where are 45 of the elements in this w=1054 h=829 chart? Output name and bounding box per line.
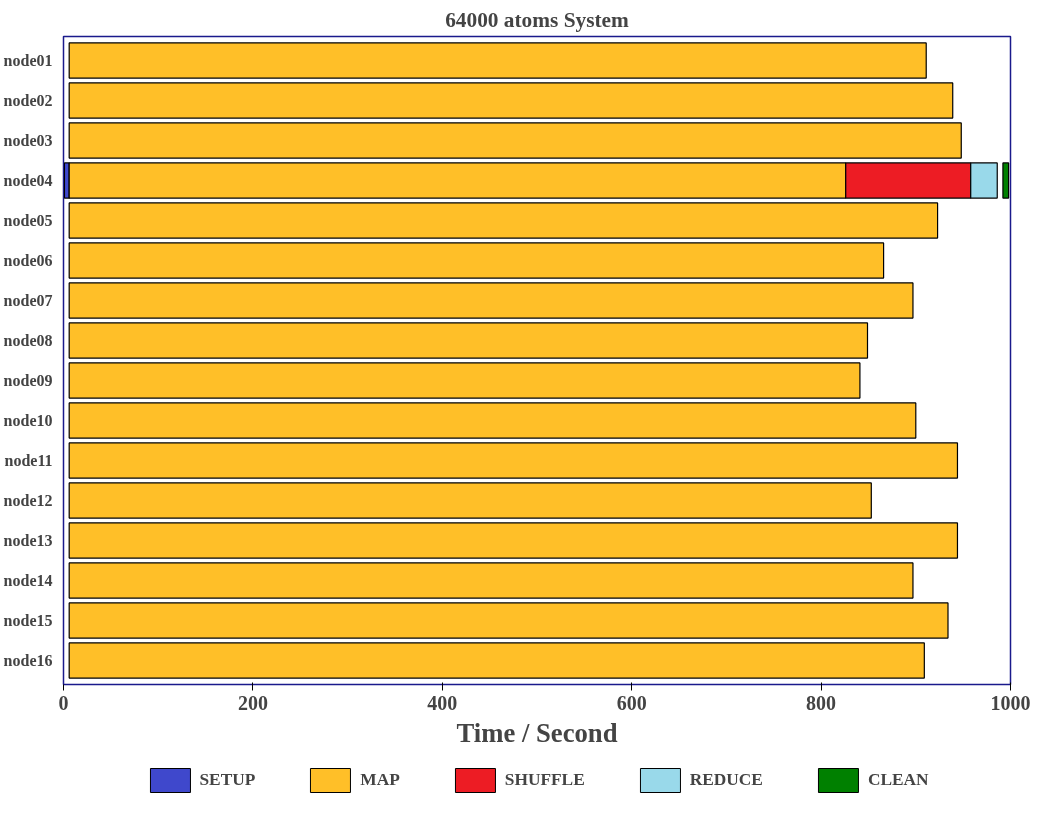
y-tick-label: node05 bbox=[3, 212, 53, 229]
y-tick-label: node13 bbox=[3, 532, 53, 549]
x-tick-label: 200 bbox=[237, 691, 268, 714]
x-tick-label: 0 bbox=[58, 691, 69, 714]
y-tick-label: node08 bbox=[3, 332, 53, 349]
y-tick-label: node02 bbox=[3, 92, 53, 109]
legend-label: CLEAN bbox=[867, 770, 929, 790]
y-tick-label: node12 bbox=[3, 492, 53, 509]
bar bbox=[68, 602, 949, 639]
bar bbox=[68, 482, 872, 519]
bar bbox=[68, 122, 962, 159]
x-tick-label: 400 bbox=[427, 691, 458, 714]
bar bbox=[68, 562, 914, 599]
y-tick-label: node16 bbox=[3, 652, 53, 669]
y-tick-label: node14 bbox=[3, 572, 53, 589]
bar bbox=[68, 42, 927, 79]
legend-label: SETUP bbox=[199, 770, 256, 790]
y-tick-label: node03 bbox=[3, 132, 53, 149]
y-tick-label: node01 bbox=[3, 52, 53, 69]
chart-title: 64000 atoms System bbox=[445, 7, 630, 32]
y-tick-label: node15 bbox=[3, 612, 53, 629]
bar bbox=[68, 642, 925, 679]
bar bbox=[68, 402, 917, 439]
bar bbox=[68, 242, 885, 279]
bar bbox=[68, 82, 954, 119]
legend-label: MAP bbox=[360, 770, 400, 790]
bar bbox=[68, 522, 959, 559]
y-tick-label: node11 bbox=[4, 452, 53, 469]
bar bbox=[1002, 162, 1010, 199]
x-tick-label: 800 bbox=[806, 691, 837, 714]
x-tick-label: 1000 bbox=[990, 691, 1031, 714]
bar bbox=[68, 202, 939, 239]
x-axis-title: Time / Second bbox=[456, 717, 618, 748]
legend-label: SHUFFLE bbox=[504, 770, 585, 790]
y-tick-label: node10 bbox=[3, 412, 53, 429]
y-tick-label: node07 bbox=[3, 292, 53, 309]
y-tick-label: node06 bbox=[3, 252, 53, 269]
y-tick-label: node09 bbox=[3, 372, 53, 389]
y-tick-label: node04 bbox=[3, 172, 53, 189]
bar bbox=[68, 442, 959, 479]
legend-label: REDUCE bbox=[689, 770, 763, 790]
x-tick-label: 600 bbox=[616, 691, 647, 714]
bar bbox=[68, 322, 869, 359]
bar bbox=[68, 362, 861, 399]
bar bbox=[68, 282, 914, 319]
